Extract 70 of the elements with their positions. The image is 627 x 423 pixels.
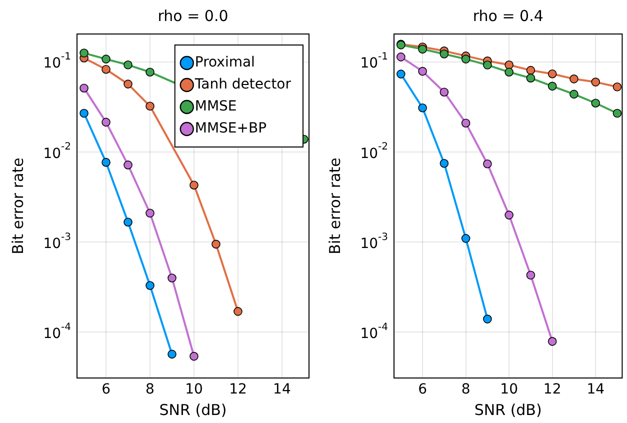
point	[440, 50, 449, 58]
x-axis-title: SNR (dB)	[159, 400, 227, 419]
point	[440, 88, 449, 96]
point	[418, 44, 427, 54]
point	[526, 74, 536, 82]
point	[483, 159, 492, 168]
x-tick-label: 14	[586, 382, 605, 398]
point	[80, 108, 88, 118]
point	[102, 158, 110, 167]
x-tick-label: 12	[543, 382, 562, 398]
point	[102, 64, 110, 74]
point	[396, 52, 406, 62]
point	[124, 60, 132, 70]
x-tick-label: 8	[461, 382, 470, 398]
x-tick-label: 8	[146, 382, 154, 398]
point	[461, 234, 470, 243]
point	[124, 160, 132, 170]
point	[168, 274, 176, 282]
point	[146, 208, 154, 218]
point	[102, 54, 110, 64]
point	[146, 281, 154, 290]
point	[124, 80, 132, 88]
point	[526, 66, 536, 75]
legend-label: Proximal	[194, 54, 255, 71]
point	[461, 54, 470, 64]
point	[504, 68, 514, 76]
point	[146, 68, 154, 76]
x-tick-label: 14	[273, 382, 291, 398]
point	[102, 118, 110, 127]
point	[591, 78, 600, 86]
x-tick-label: 6	[102, 382, 111, 398]
point	[461, 118, 470, 128]
point	[80, 84, 88, 92]
point	[212, 240, 220, 249]
point	[80, 48, 88, 58]
point	[418, 103, 427, 112]
point	[190, 180, 198, 190]
chart-title: rho = 0.4	[472, 6, 544, 25]
point	[548, 337, 557, 346]
y-axis-title: Bit error rate	[8, 158, 27, 254]
point	[612, 108, 622, 118]
point	[124, 218, 132, 227]
legend-label: Tanh detector	[194, 76, 292, 93]
legend-label: MMSE	[194, 98, 237, 115]
point	[146, 102, 154, 111]
point	[483, 314, 492, 324]
x-tick-label: 10	[185, 382, 203, 398]
point	[504, 210, 514, 220]
point	[234, 307, 242, 316]
point	[548, 69, 557, 78]
x-tick-label: 6	[418, 382, 428, 398]
point	[591, 98, 600, 108]
point	[168, 350, 176, 359]
point	[483, 60, 492, 70]
chart-title: rho = 0.0	[158, 6, 228, 25]
point	[440, 158, 449, 168]
y-axis-title: Bit error rate	[326, 158, 344, 254]
x-tick-label: 12	[229, 382, 247, 398]
point	[570, 90, 578, 99]
point	[418, 66, 427, 76]
point	[526, 270, 536, 280]
point	[190, 352, 198, 361]
point	[570, 74, 578, 84]
legend-label: MMSE+BP	[194, 120, 267, 137]
point	[548, 82, 557, 91]
point	[396, 70, 406, 78]
x-axis-title: SNR (dB)	[474, 400, 542, 419]
point	[612, 82, 622, 92]
point	[504, 60, 514, 70]
x-tick-label: 10	[500, 382, 518, 398]
